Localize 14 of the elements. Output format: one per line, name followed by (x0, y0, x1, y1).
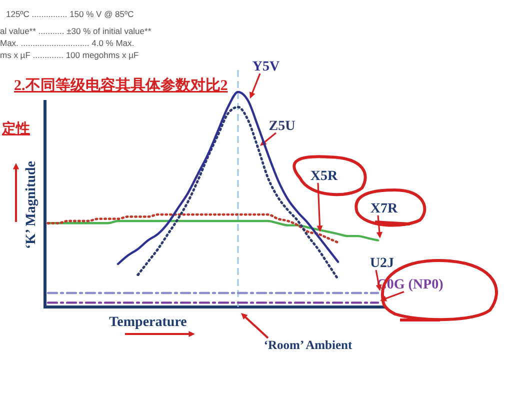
x-axis-title: Temperature (109, 315, 187, 330)
text: 定性 (1, 120, 30, 137)
chart-title: 2.不同等级电容其具体参数对比2 (14, 76, 228, 94)
text: al value** ........... ±30 % of initial value** (0, 26, 152, 36)
text: ms x µF ............. 100 megohms x µF (0, 50, 139, 60)
series-label: X7R (370, 201, 398, 216)
series-label: Z5U (268, 118, 296, 134)
text: X5R (310, 168, 338, 184)
text: ‘Room’ Ambient (264, 338, 353, 352)
series-label: U2J (370, 256, 394, 272)
text: Max. ............................. 4.0 % Max. (0, 38, 134, 48)
series-label: Y5V (252, 60, 280, 75)
text: 125ºC ............... 150 % V @ 85ºC (6, 9, 134, 19)
y-axis-title: ‘K’ Magnitude (24, 160, 39, 250)
